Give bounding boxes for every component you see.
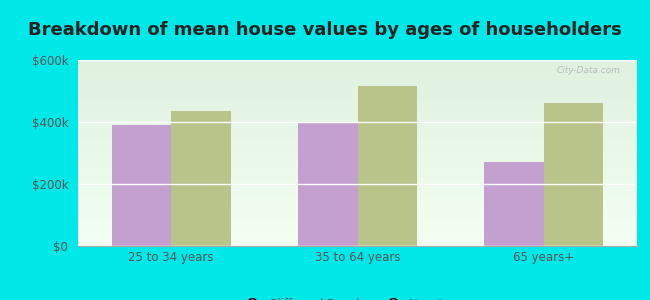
Bar (544, 103, 603, 246)
Text: City-Data.com: City-Data.com (556, 66, 620, 75)
Bar (298, 122, 358, 246)
Bar (484, 162, 544, 246)
Bar (112, 125, 171, 246)
Bar (358, 86, 417, 246)
Text: Breakdown of mean house values by ages of householders: Breakdown of mean house values by ages o… (28, 21, 622, 39)
Bar (171, 111, 231, 246)
Legend: Cliffwood Beach, New Jersey: Cliffwood Beach, New Jersey (235, 293, 480, 300)
